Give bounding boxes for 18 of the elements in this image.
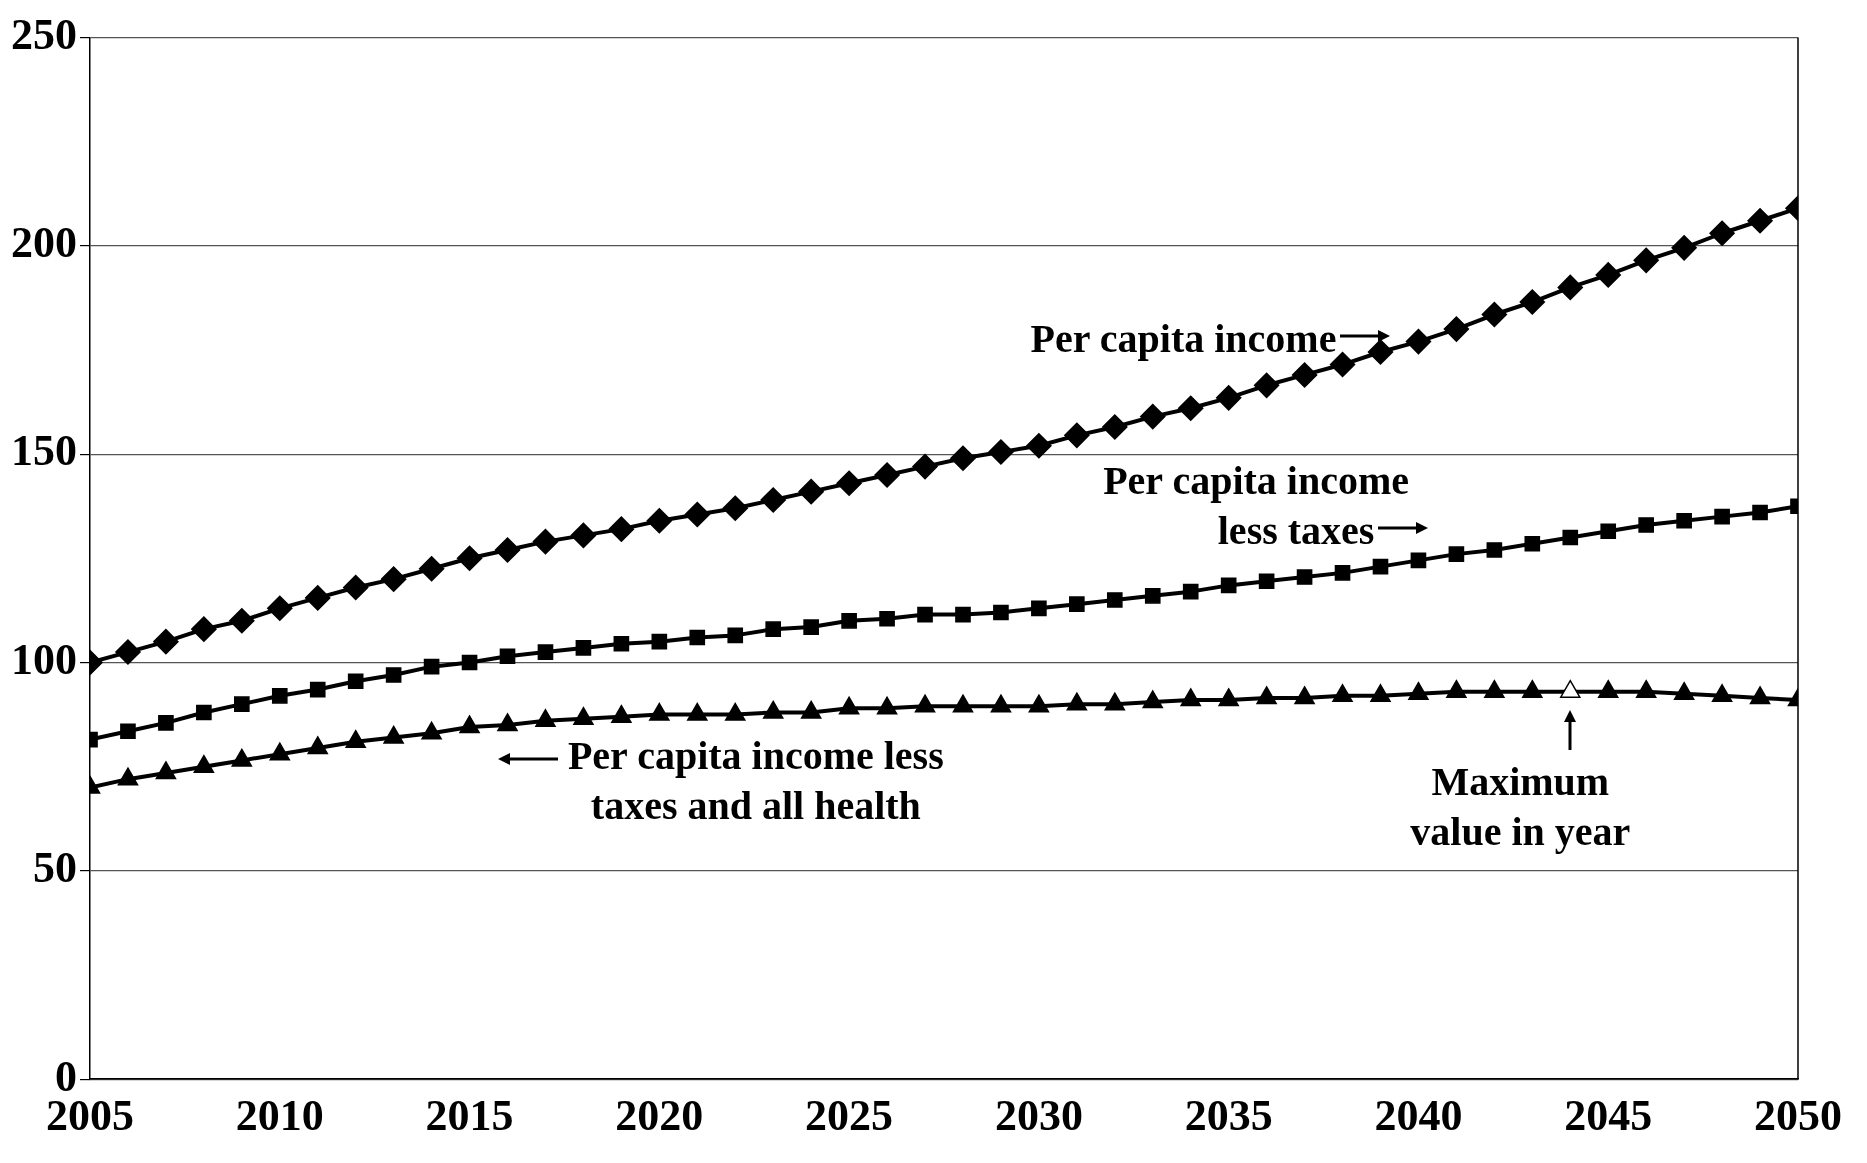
x-tick-label: 2010: [235, 1090, 324, 1140]
y-tick-label: 250: [11, 9, 77, 59]
x-tick-label: 2050: [1754, 1090, 1842, 1140]
x-tick-label: 2020: [615, 1090, 704, 1140]
annotation: Per capita income less taxes: [1103, 458, 1409, 554]
x-tick-label: 2030: [994, 1090, 1083, 1140]
y-tick-label: 100: [11, 634, 77, 684]
x-tick-label: 2040: [1374, 1090, 1463, 1140]
x-tick-label: 2035: [1184, 1090, 1273, 1140]
y-tick-label: 50: [33, 843, 77, 893]
x-tick-label: 2025: [805, 1090, 894, 1140]
x-tick-label: 2015: [425, 1090, 514, 1140]
annotation: Per capita income: [1030, 315, 1337, 361]
y-tick-label: 200: [11, 218, 77, 268]
x-tick-label: 2045: [1564, 1090, 1653, 1140]
annotation: Per capita income less taxes and all health: [567, 733, 944, 829]
y-tick-label: 150: [11, 426, 77, 476]
annotation: Maximum value in year: [1410, 758, 1631, 854]
